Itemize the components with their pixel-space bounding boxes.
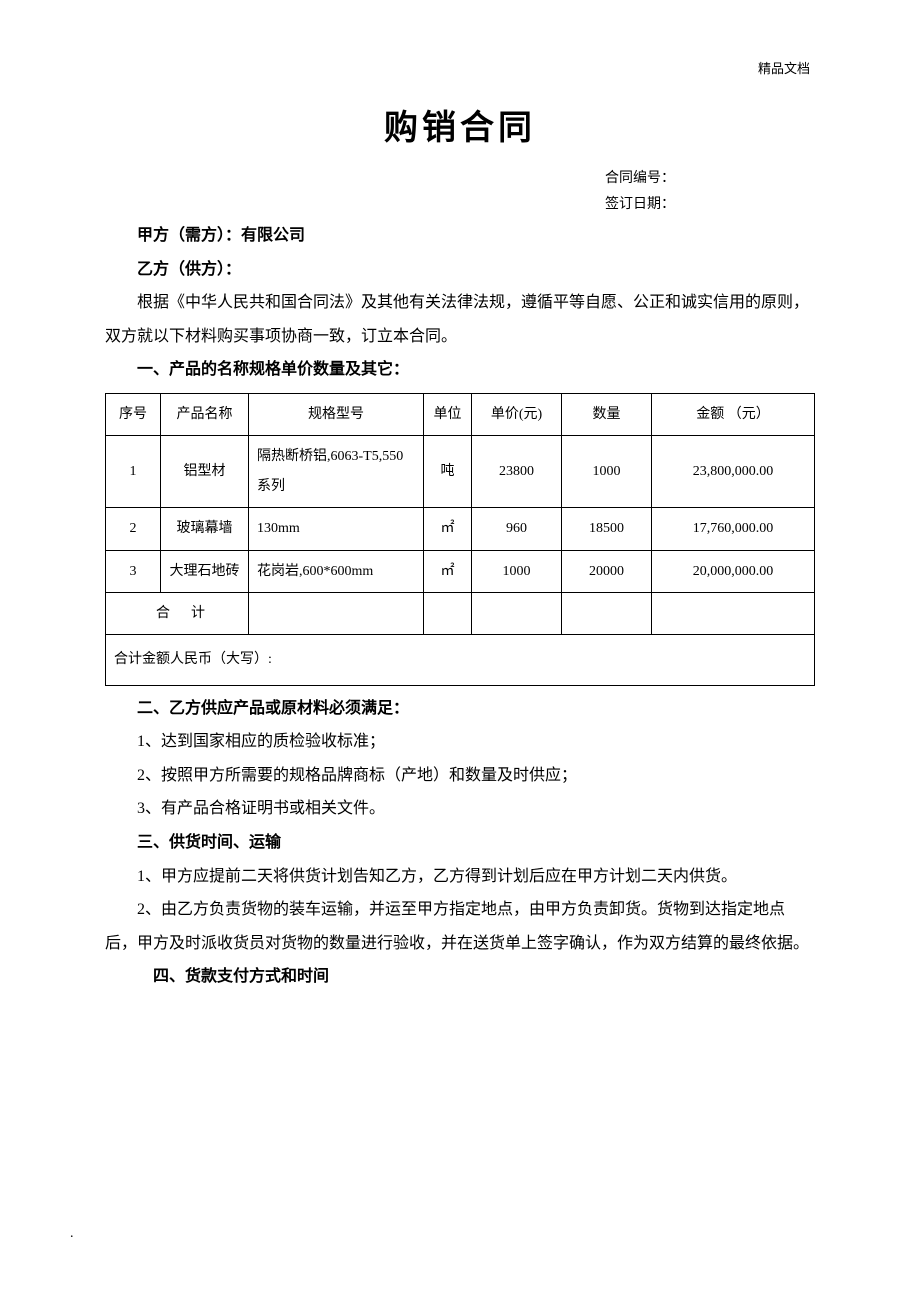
party-b-line: 乙方（供方）： (105, 253, 815, 287)
cell-unit: ㎡ (424, 508, 472, 550)
cell-qty: 1000 (562, 436, 652, 508)
total-label: 合计 (128, 606, 226, 621)
rmb-label-cell: 合计金额人民币（大写）: (106, 635, 815, 685)
total-amount-cell (652, 592, 815, 634)
total-unit-cell (424, 592, 472, 634)
cell-qty: 20000 (562, 550, 652, 592)
cell-seq: 2 (106, 508, 161, 550)
section-1-heading: 一、产品的名称规格单价数量及其它： (105, 353, 815, 387)
footer-dot: . (70, 1226, 74, 1242)
cell-name: 大理石地砖 (161, 550, 249, 592)
intro-paragraph: 根据《中华人民共和国合同法》及其他有关法律法规，遵循平等自愿、公正和诚实信用的原… (105, 286, 815, 353)
total-price-cell (472, 592, 562, 634)
table-header-row: 序号 产品名称 规格型号 单位 单价(元) 数量 金额 （元） (106, 393, 815, 435)
section-2-item: 1、达到国家相应的质检验收标准； (105, 725, 815, 759)
table-rmb-row: 合计金额人民币（大写）: (106, 635, 815, 685)
cell-seq: 1 (106, 436, 161, 508)
section-3-item: 1、甲方应提前二天将供货计划告知乙方，乙方得到计划后应在甲方计划二天内供货。 (105, 860, 815, 894)
sign-date-line: 签订日期： (105, 193, 815, 213)
table-row: 3 大理石地砖 花岗岩,600*600mm ㎡ 1000 20000 20,00… (106, 550, 815, 592)
cell-amount: 20,000,000.00 (652, 550, 815, 592)
section-3-item: 2、由乙方负责货物的装车运输，并运至甲方指定地点，由甲方负责卸货。货物到达指定地… (105, 893, 815, 960)
col-header-unit: 单位 (424, 393, 472, 435)
cell-spec: 花岗岩,600*600mm (249, 550, 424, 592)
table-row: 1 铝型材 隔热断桥铝,6063-T5,550 系列 吨 23800 1000 … (106, 436, 815, 508)
document-page: 精品文档 购销合同 合同编号： 签订日期： 甲方（需方）：有限公司 乙方（供方）… (0, 0, 920, 1302)
cell-unit: ㎡ (424, 550, 472, 592)
contract-number-line: 合同编号： (105, 167, 815, 187)
total-spec-cell (249, 592, 424, 634)
col-header-seq: 序号 (106, 393, 161, 435)
cell-seq: 3 (106, 550, 161, 592)
party-a-line: 甲方（需方）：有限公司 (105, 219, 815, 253)
cell-amount: 17,760,000.00 (652, 508, 815, 550)
col-header-qty: 数量 (562, 393, 652, 435)
col-header-price: 单价(元) (472, 393, 562, 435)
cell-spec: 130mm (249, 508, 424, 550)
cell-unit: 吨 (424, 436, 472, 508)
col-header-name: 产品名称 (161, 393, 249, 435)
total-qty-cell (562, 592, 652, 634)
cell-name: 玻璃幕墙 (161, 508, 249, 550)
table-row: 2 玻璃幕墙 130mm ㎡ 960 18500 17,760,000.00 (106, 508, 815, 550)
total-label-cell: 合计 (106, 592, 249, 634)
section-2-item: 2、按照甲方所需要的规格品牌商标（产地）和数量及时供应； (105, 759, 815, 793)
cell-amount: 23,800,000.00 (652, 436, 815, 508)
cell-price: 960 (472, 508, 562, 550)
cell-name: 铝型材 (161, 436, 249, 508)
col-header-spec: 规格型号 (249, 393, 424, 435)
header-watermark: 精品文档 (758, 58, 810, 77)
section-2-item: 3、有产品合格证明书或相关文件。 (105, 792, 815, 826)
section-3-heading: 三、供货时间、运输 (105, 826, 815, 860)
col-header-amt: 金额 （元） (652, 393, 815, 435)
cell-price: 1000 (472, 550, 562, 592)
section-2-heading: 二、乙方供应产品或原材料必须满足： (105, 692, 815, 726)
cell-price: 23800 (472, 436, 562, 508)
product-table: 序号 产品名称 规格型号 单位 单价(元) 数量 金额 （元） 1 铝型材 隔热… (105, 393, 815, 686)
cell-spec: 隔热断桥铝,6063-T5,550 系列 (249, 436, 424, 508)
section-4-heading: 四、货款支付方式和时间 (105, 960, 815, 994)
table-total-row: 合计 (106, 592, 815, 634)
document-title: 购销合同 (105, 100, 815, 149)
cell-qty: 18500 (562, 508, 652, 550)
